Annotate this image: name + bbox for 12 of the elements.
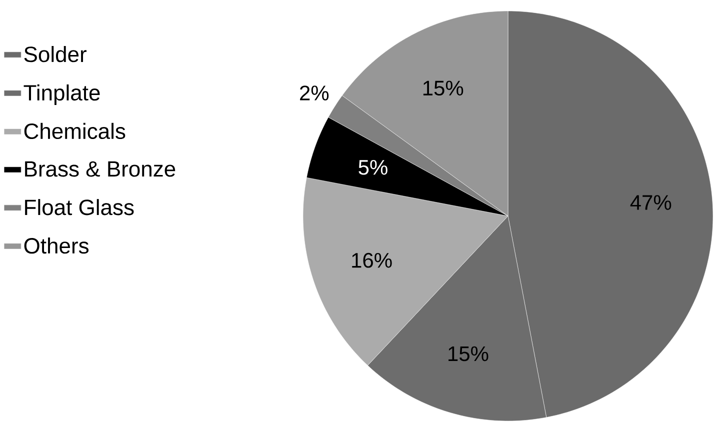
legend-label: Brass & Bronze [25,161,176,177]
data-label: 47% [630,195,672,210]
legend-label: Chemicals [24,122,126,140]
data-label: 5% [358,160,388,175]
legend-label: Float Glass [25,199,134,216]
data-label: 15% [423,80,464,96]
legend-label: Tinplate [24,84,100,105]
data-label: 16% [352,252,392,268]
data-label: 15% [448,346,488,362]
legend-label: Solder [24,46,86,62]
legend-label: Others [24,237,89,254]
data-label: 2% [300,86,329,100]
